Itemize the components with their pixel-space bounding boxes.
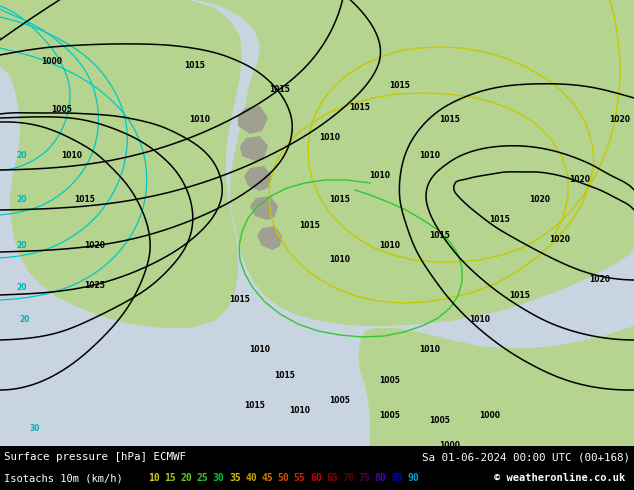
Text: Isotachs 10m (km/h): Isotachs 10m (km/h) [4,473,123,483]
Text: 20: 20 [20,316,30,324]
Text: 1000: 1000 [439,441,460,449]
Text: 1010: 1010 [250,345,271,354]
Text: 20: 20 [16,196,27,204]
Text: 1020: 1020 [550,236,571,245]
Polygon shape [240,136,268,161]
Text: 1010: 1010 [61,150,82,160]
Text: 1010: 1010 [380,241,401,249]
Text: 1010: 1010 [320,133,340,143]
Text: 30: 30 [213,473,224,483]
Text: 1020: 1020 [84,241,105,249]
Text: 1015: 1015 [389,80,410,90]
Text: 1005: 1005 [380,375,401,385]
Text: 20: 20 [16,241,27,249]
Text: 55: 55 [294,473,306,483]
Text: 35: 35 [229,473,241,483]
Text: 1020: 1020 [569,175,590,185]
Text: 1015: 1015 [230,295,250,304]
Text: 70: 70 [342,473,354,483]
Text: 40: 40 [245,473,257,483]
Polygon shape [0,0,242,328]
Text: 1010: 1010 [370,171,391,179]
Text: 1020: 1020 [529,196,550,204]
Text: 1005: 1005 [51,105,72,115]
Text: 1020: 1020 [590,275,611,285]
Text: 60: 60 [310,473,321,483]
Text: 30: 30 [30,423,40,433]
Text: 1005: 1005 [380,411,401,419]
Text: 1015: 1015 [330,196,351,204]
Text: 1015: 1015 [184,60,205,70]
Text: 1015: 1015 [275,370,295,379]
Polygon shape [257,226,282,250]
Text: 25: 25 [197,473,209,483]
Polygon shape [195,0,634,326]
Text: 15: 15 [164,473,176,483]
Text: 20: 20 [16,150,27,160]
Text: 1005: 1005 [330,395,351,405]
Polygon shape [244,166,272,191]
Text: 1010: 1010 [420,345,441,354]
Text: 90: 90 [407,473,419,483]
Text: 85: 85 [391,473,403,483]
Text: 1015: 1015 [510,291,531,299]
Text: 1010: 1010 [330,255,351,265]
Text: 1015: 1015 [349,103,370,113]
Text: 1015: 1015 [269,85,290,95]
Text: 1020: 1020 [609,116,630,124]
Text: 1010: 1010 [470,316,491,324]
Text: 65: 65 [327,473,338,483]
Text: Sa 01-06-2024 00:00 UTC (00+168): Sa 01-06-2024 00:00 UTC (00+168) [422,452,630,462]
Text: 1015: 1015 [299,220,320,229]
Text: 1015: 1015 [439,116,460,124]
Text: Surface pressure [hPa] ECMWF: Surface pressure [hPa] ECMWF [4,452,186,462]
Text: 1005: 1005 [430,416,450,424]
Text: 80: 80 [375,473,387,483]
Text: 1010: 1010 [420,150,441,160]
Text: 1015: 1015 [430,230,450,240]
Text: 50: 50 [278,473,289,483]
Text: 10: 10 [148,473,160,483]
Polygon shape [250,196,278,220]
Text: 75: 75 [359,473,370,483]
Text: 45: 45 [261,473,273,483]
Text: 1000: 1000 [479,411,500,419]
Text: 1010: 1010 [290,406,311,415]
Text: 20: 20 [16,284,27,293]
Text: 20: 20 [181,473,192,483]
Text: 1015: 1015 [75,196,96,204]
Text: 1000: 1000 [41,57,63,67]
Text: 1025: 1025 [84,280,105,290]
Text: 1010: 1010 [190,116,210,124]
Text: 1015: 1015 [245,400,266,410]
Polygon shape [358,326,634,446]
Polygon shape [238,106,268,134]
Text: 1015: 1015 [489,216,510,224]
Text: © weatheronline.co.uk: © weatheronline.co.uk [494,473,625,483]
